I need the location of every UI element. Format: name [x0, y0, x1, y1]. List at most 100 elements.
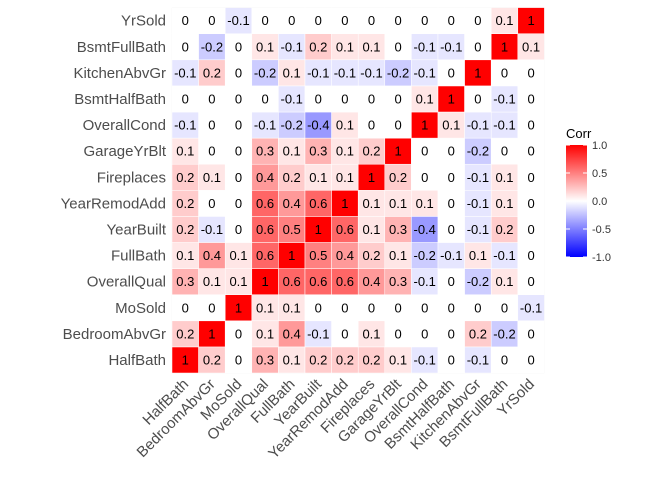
cell-value-label: 0 [368, 91, 375, 106]
legend-ticks: 1.0 0.5 0.0 -0.5 -1.0 [566, 140, 611, 264]
cell-value-label: 0.6 [256, 248, 274, 263]
cell-value-label: -0.2 [280, 118, 302, 133]
heatmap-cell [304, 268, 332, 295]
heatmap-cell [304, 59, 332, 87]
cell-value-label: 0 [527, 65, 534, 80]
cell-value-label: 0 [421, 170, 428, 185]
cell-value-label: 0.1 [256, 326, 274, 341]
cell-value-label: 0.1 [495, 274, 513, 289]
cell-value-label: -0.1 [280, 91, 302, 106]
cell-value-label: 0.1 [389, 248, 407, 263]
cell-value-label: 0.1 [176, 144, 194, 159]
cell-value-label: 0 [261, 91, 268, 106]
heatmap-cell [304, 294, 332, 322]
heatmap-cell [171, 111, 199, 139]
heatmap-cell [517, 111, 545, 139]
cell-value-label: 0 [315, 300, 322, 315]
heatmap-cell [331, 163, 359, 191]
heatmap-cell [411, 137, 439, 165]
cell-value-label: 0.2 [309, 352, 327, 367]
heatmap-cell [490, 294, 519, 322]
heatmap-cell [464, 242, 492, 269]
heatmap-cell [224, 163, 253, 191]
heatmap-cell [517, 7, 545, 34]
cell-value-label: -0.1 [467, 196, 489, 211]
heatmap-cell [198, 294, 226, 322]
legend-colorbar [566, 145, 587, 257]
heatmap-cell [490, 268, 519, 295]
heatmap-cell [517, 190, 545, 217]
cell-value-label: 0.1 [416, 196, 434, 211]
cell-value-label: -0.1 [280, 39, 302, 54]
heatmap-cell [331, 242, 359, 269]
heatmap-cell [437, 190, 465, 217]
heatmap-cell [224, 242, 253, 269]
heatmap-cell [464, 268, 492, 295]
cell-value-label: -0.1 [413, 352, 435, 367]
heatmap-cell [357, 163, 386, 191]
heatmap-cell [251, 242, 279, 269]
heatmap-cell [517, 85, 545, 113]
cell-value-label: 0 [501, 144, 508, 159]
cell-value-label: -0.2 [467, 274, 489, 289]
cell-value-label: 0.2 [362, 352, 380, 367]
heatmap-cell [304, 242, 332, 269]
cell-value-label: 0 [315, 13, 322, 28]
cell-value-label: -0.2 [467, 144, 489, 159]
heatmap-cell [357, 7, 386, 34]
heatmap-cell [490, 190, 519, 217]
cell-value-label: 0 [368, 13, 375, 28]
cell-value-label: 0.2 [176, 326, 194, 341]
heatmap-cell [384, 190, 412, 217]
cell-value-label: 0 [315, 91, 322, 106]
cell-value-label: 0.2 [362, 248, 380, 263]
cell-value-label: 0 [448, 13, 455, 28]
cell-value-label: 0 [368, 300, 375, 315]
cell-value-label: 1 [288, 248, 295, 263]
cell-value-label: 0 [394, 118, 401, 133]
cell-value-label: 0.5 [309, 248, 327, 263]
cell-value-label: 0 [235, 65, 242, 80]
heatmap-cell [411, 163, 439, 191]
cell-value-label: -0.1 [440, 39, 462, 54]
cell-value-label: 0 [208, 91, 215, 106]
cell-value-label: 0 [448, 144, 455, 159]
cell-value-label: 0 [421, 144, 428, 159]
cell-value-label: 0 [235, 118, 242, 133]
cell-value-label: 0.4 [362, 274, 380, 289]
heatmap-cell [331, 85, 359, 113]
heatmap-cell [278, 59, 306, 87]
cell-value-label: 0.2 [176, 196, 194, 211]
heatmap-cell [411, 320, 439, 348]
cell-value-label: 1 [448, 91, 455, 106]
cell-value-label: 0.2 [336, 352, 354, 367]
cell-value-label: -0.1 [440, 248, 462, 263]
heatmap-cell [224, 59, 253, 87]
heatmap-cell [437, 294, 465, 322]
cell-value-label: -0.1 [227, 13, 249, 28]
heatmap-cell [517, 163, 545, 191]
heatmap-cell [224, 294, 253, 322]
heatmap-cell [198, 33, 226, 61]
cell-value-label: 0.1 [283, 65, 301, 80]
heatmap-cell [278, 294, 306, 322]
cell-value-label: 0.1 [336, 170, 354, 185]
cell-value-label: 0 [448, 300, 455, 315]
heatmap-cell [198, 320, 226, 348]
cell-value-label: -0.1 [254, 118, 276, 133]
cell-value-label: -0.1 [413, 65, 435, 80]
heatmap-cell [464, 59, 492, 87]
cell-value-label: 1 [315, 222, 322, 237]
cell-value-label: -0.1 [201, 222, 223, 237]
cell-value-label: 0.3 [256, 144, 274, 159]
heatmap-cell [251, 320, 279, 348]
heatmap-cell [464, 33, 492, 61]
heatmap-cell [331, 320, 359, 348]
legend-tick-label: 0.0 [592, 196, 607, 208]
cell-value-label: 0 [235, 39, 242, 54]
cell-value-label: 0 [235, 196, 242, 211]
heatmap-cell [517, 216, 545, 243]
heatmap-cell [437, 242, 465, 269]
cell-value-label: 0 [448, 352, 455, 367]
cell-value-label: -0.4 [307, 118, 329, 133]
